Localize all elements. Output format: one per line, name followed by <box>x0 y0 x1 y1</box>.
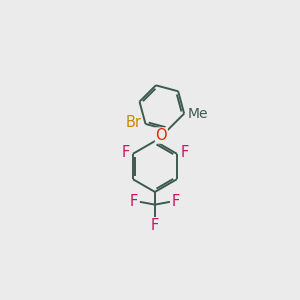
Text: F: F <box>172 194 180 209</box>
Text: F: F <box>151 218 159 233</box>
Text: F: F <box>130 194 138 209</box>
Text: F: F <box>180 145 189 160</box>
Text: Br: Br <box>125 115 141 130</box>
Text: Me: Me <box>188 106 208 121</box>
Text: O: O <box>155 128 167 143</box>
Text: F: F <box>121 145 129 160</box>
